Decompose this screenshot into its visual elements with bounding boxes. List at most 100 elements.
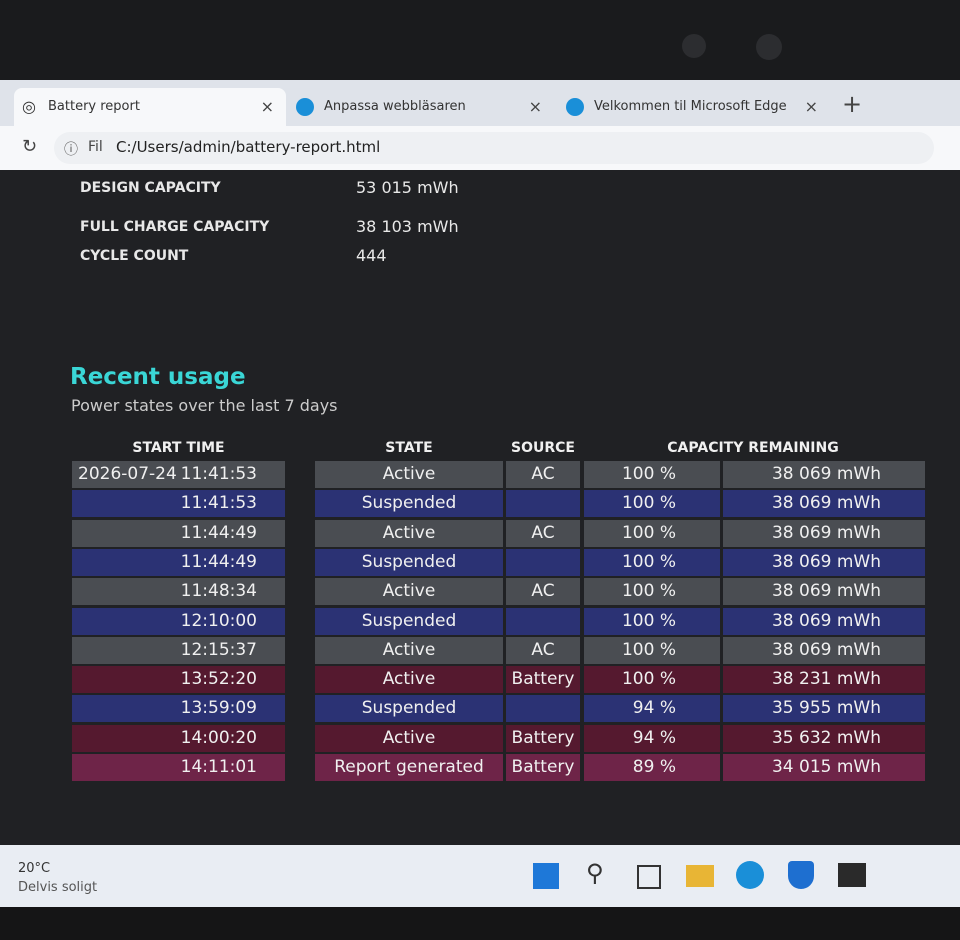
date: 2026-07-24	[78, 464, 177, 484]
table-cell	[315, 724, 503, 752]
table-cell	[72, 461, 285, 488]
table-cell	[584, 548, 720, 576]
table-cell	[723, 666, 925, 694]
start-time: 11:41:53	[180, 464, 257, 484]
capacity-percent: 100 %	[621, 581, 676, 602]
close-tab[interactable]: ×	[260, 97, 274, 116]
address-bar: ↻ ⓘ Fil C:/Users/admin/battery-report.ht…	[0, 126, 960, 170]
table-cell	[506, 548, 580, 576]
capacity-energy: 38 069 mWh	[771, 639, 881, 660]
table-cell	[584, 695, 720, 723]
table-cell	[506, 607, 580, 635]
table-cell	[723, 754, 925, 781]
table-cell	[584, 578, 720, 606]
table-cell	[72, 490, 285, 518]
explorer[interactable]	[686, 865, 714, 887]
table-cell	[72, 754, 285, 781]
table-cell	[315, 490, 503, 518]
start-time: 14:00:20	[180, 727, 257, 748]
source: AC	[531, 581, 555, 602]
table-cell	[72, 636, 285, 664]
tab[interactable]: Velkommen til Microsoft Edge ×	[560, 88, 830, 126]
start-time: 11:44:49	[180, 551, 257, 572]
table-cell	[584, 519, 720, 547]
table-cell	[72, 695, 285, 723]
capacity-percent: 89 %	[632, 757, 676, 777]
state: Active	[382, 727, 436, 748]
table-cell	[315, 519, 503, 547]
tab[interactable]: Anpassa webbläsaren ×	[290, 88, 554, 126]
capacity-percent: 94 %	[632, 727, 676, 748]
capacity-percent: 100 %	[621, 639, 676, 660]
usage-row: 13:52:20 Active Battery 100 % 38 231 mWh	[0, 666, 960, 694]
column-header: CAPACITY REMAINING	[667, 440, 839, 456]
capacity-percent: 100 %	[621, 493, 676, 514]
source: Battery	[511, 669, 575, 690]
url-field[interactable]: ⓘ Fil C:/Users/admin/battery-report.html	[54, 132, 934, 164]
table-cell	[315, 578, 503, 606]
table-cell	[584, 666, 720, 694]
table-cell	[584, 724, 720, 752]
table-cell	[584, 461, 720, 488]
start-time: 13:59:09	[180, 698, 257, 719]
terminal[interactable]	[838, 863, 866, 887]
close-tab[interactable]: ×	[804, 97, 818, 116]
table-cell	[72, 578, 285, 606]
start-time: 11:44:49	[180, 522, 257, 543]
temperature: 20°C	[18, 861, 51, 876]
start-button[interactable]	[533, 863, 559, 889]
capacity-energy: 38 069 mWh	[771, 610, 881, 631]
start-time: 14:11:01	[180, 757, 257, 777]
capacity-percent: 100 %	[621, 669, 676, 690]
table-cell	[506, 724, 580, 752]
globe-icon: ◎	[22, 97, 36, 116]
table-cell	[723, 695, 925, 723]
info-value: 53 015 mWh	[356, 178, 459, 197]
edge-icon	[296, 98, 314, 116]
section-title: Recent usage	[70, 364, 246, 390]
capacity-percent: 100 %	[621, 610, 676, 631]
info-icon: ⓘ	[64, 142, 78, 158]
close-tab[interactable]: ×	[528, 97, 542, 116]
source: Battery	[511, 727, 575, 748]
edge[interactable]	[736, 861, 764, 889]
table-cell	[723, 490, 925, 518]
capacity-energy: 38 069 mWh	[771, 551, 881, 572]
capacity-energy: 38 069 mWh	[771, 581, 881, 602]
table-cell	[315, 607, 503, 635]
capacity-energy: 38 231 mWh	[771, 669, 881, 690]
start-time: 12:15:37	[180, 639, 257, 660]
refresh[interactable]: ↻	[22, 136, 38, 157]
info-value: 444	[356, 246, 387, 265]
state: Active	[382, 464, 436, 484]
table-cell	[506, 636, 580, 664]
sensor	[756, 34, 782, 60]
search-button[interactable]: ⚲	[586, 859, 604, 887]
tab[interactable]: ◎ Battery report ×	[14, 88, 286, 126]
security[interactable]	[788, 861, 814, 889]
table-cell	[584, 490, 720, 518]
table-cell	[506, 461, 580, 488]
capacity-percent: 100 %	[621, 464, 676, 484]
state: Suspended	[361, 551, 457, 572]
capacity-percent: 100 %	[621, 522, 676, 543]
table-cell	[584, 607, 720, 635]
info-label: DESIGN CAPACITY	[80, 180, 221, 196]
table-cell	[315, 636, 503, 664]
source: AC	[531, 522, 555, 543]
url: C:/Users/admin/battery-report.html	[116, 138, 381, 156]
capacity-energy: 38 069 mWh	[771, 493, 881, 514]
column-header: SOURCE	[511, 440, 575, 456]
task-view[interactable]	[637, 865, 661, 889]
table-cell	[723, 461, 925, 488]
usage-row: 11:41:53 Suspended 100 % 38 069 mWh	[0, 490, 960, 518]
report-page: DESIGN CAPACITY 53 015 mWh FULL CHARGE CAP…	[0, 170, 960, 845]
new-tab[interactable]: +	[842, 90, 863, 118]
state: Suspended	[361, 698, 457, 719]
usage-row: 14:00:20 Active Battery 94 % 35 632 mWh	[0, 724, 960, 752]
capacity-percent: 100 %	[621, 551, 676, 572]
table-cell	[72, 666, 285, 694]
table-cell	[723, 519, 925, 547]
usage-row: 11:44:49 Suspended 100 % 38 069 mWh	[0, 548, 960, 576]
taskbar: 20°C Delvis soligt ⚲	[0, 845, 960, 907]
